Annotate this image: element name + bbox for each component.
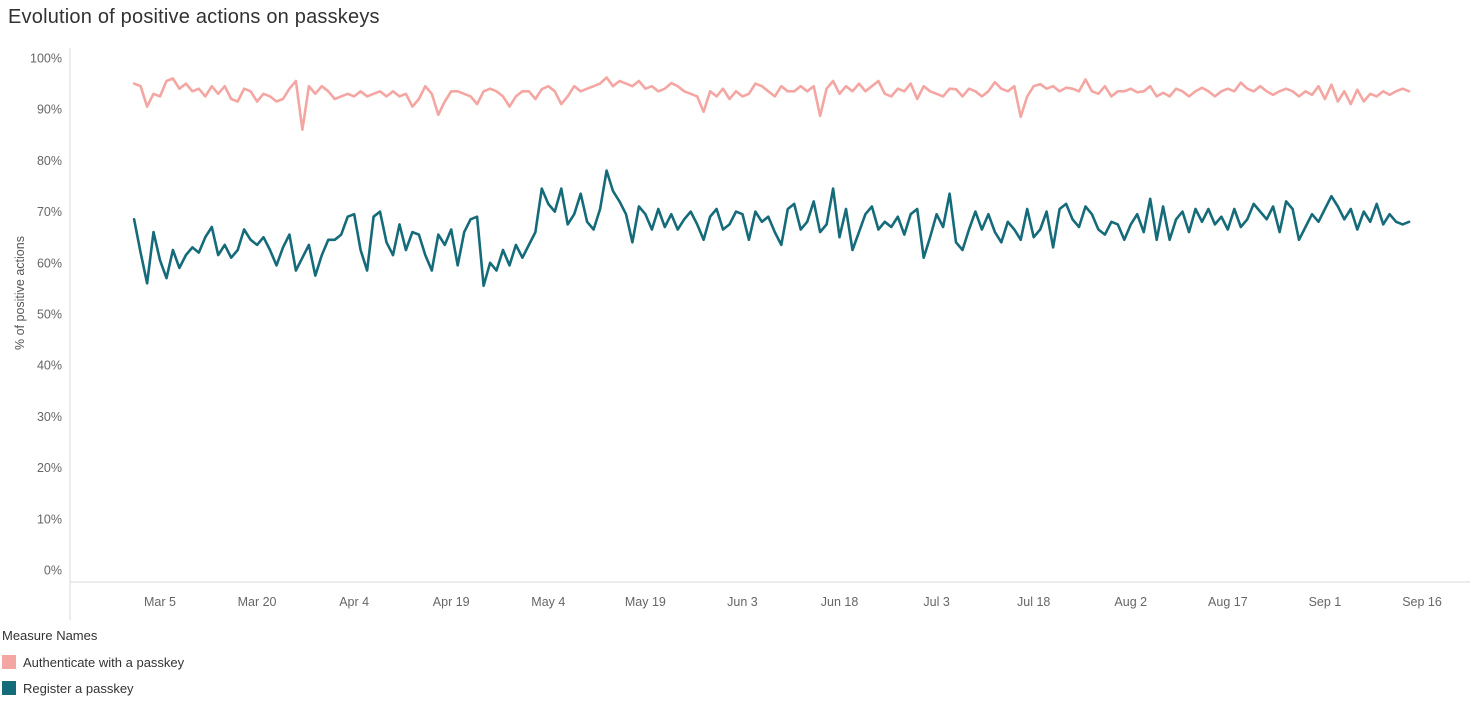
legend: Measure Names Authenticate with a passke…: [0, 628, 184, 701]
y-axis-title: % of positive actions: [13, 236, 27, 350]
y-tick-label: 10%: [37, 512, 62, 526]
y-tick-label: 50%: [37, 308, 62, 322]
series-line-authenticate[interactable]: [132, 76, 1411, 131]
plot-area[interactable]: 0% 10% 20% 30% 40% 50% 60% 70% 80% 90% 100% Mar 5 Ma…: [0, 42, 1482, 622]
legend-title: Measure Names: [2, 628, 98, 643]
y-tick-label: 0%: [44, 564, 62, 578]
y-tick-label: 20%: [37, 461, 62, 475]
x-tick-label: Aug 17: [1208, 595, 1248, 609]
x-tick-label: Jun 18: [821, 595, 859, 609]
legend-item-register[interactable]: Register a passkey: [0, 675, 184, 701]
x-tick-label: Jul 18: [1017, 595, 1050, 609]
x-tick-label: May 19: [625, 595, 666, 609]
x-tick-label: Sep 1: [1309, 595, 1342, 609]
x-tick-label: Sep 16: [1402, 595, 1442, 609]
x-tick-label: Apr 19: [433, 595, 470, 609]
line-chart: % of positive actions 0% 10% 20% 30% 40% 50% 6…: [0, 42, 1482, 622]
legend-label-register: Register a passkey: [23, 680, 134, 696]
y-tick-label: 40%: [37, 359, 62, 373]
x-tick-label: Aug 2: [1114, 595, 1147, 609]
legend-label-authenticate: Authenticate with a passkey: [23, 654, 185, 670]
legend-swatch-register-icon: [2, 681, 16, 695]
x-tick-label: Mar 20: [238, 595, 277, 609]
page-title: Evolution of positive actions on passkey…: [8, 6, 380, 28]
y-tick-label: 100%: [30, 52, 62, 66]
y-tick-label: 70%: [37, 205, 62, 219]
y-tick-label: 90%: [37, 103, 62, 117]
y-tick-label: 60%: [37, 256, 62, 270]
y-tick-label: 80%: [37, 154, 62, 168]
y-tick-label: 30%: [37, 410, 62, 424]
legend-item-authenticate[interactable]: Authenticate with a passkey: [0, 649, 184, 675]
x-tick-label: Jun 3: [727, 595, 758, 609]
legend-swatch-authenticate-icon: [2, 655, 16, 669]
x-tick-label: Apr 4: [339, 595, 369, 609]
x-tick-label: May 4: [531, 595, 565, 609]
x-tick-label: Mar 5: [144, 595, 176, 609]
x-tick-label: Jul 3: [923, 595, 949, 609]
series-line-register[interactable]: [132, 169, 1411, 288]
